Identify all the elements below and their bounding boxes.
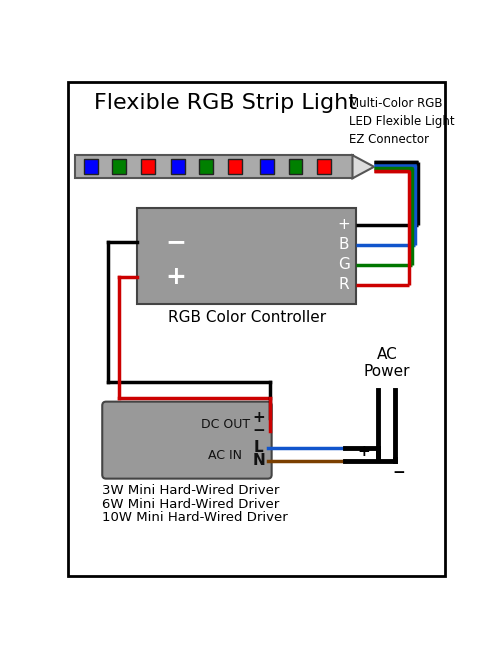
Text: −: − xyxy=(252,423,265,438)
Text: 3W Mini Hard-Wired Driver: 3W Mini Hard-Wired Driver xyxy=(102,484,280,497)
Bar xyxy=(317,159,331,175)
Text: +: + xyxy=(252,410,265,425)
Bar xyxy=(84,159,98,175)
Bar xyxy=(228,159,241,175)
Text: 6W Mini Hard-Wired Driver: 6W Mini Hard-Wired Driver xyxy=(102,497,280,511)
Text: Flexible RGB Strip Light: Flexible RGB Strip Light xyxy=(94,93,357,113)
Bar xyxy=(141,159,154,175)
Text: R: R xyxy=(338,277,349,292)
Text: 10W Mini Hard-Wired Driver: 10W Mini Hard-Wired Driver xyxy=(102,511,288,524)
Text: B: B xyxy=(339,237,349,252)
Text: AC IN: AC IN xyxy=(208,449,242,462)
Text: Multi-Color RGB
LED Flexible Light
EZ Connector: Multi-Color RGB LED Flexible Light EZ Co… xyxy=(348,98,455,147)
Text: +: + xyxy=(358,444,370,459)
Text: N: N xyxy=(252,453,265,468)
Polygon shape xyxy=(352,155,374,179)
Bar xyxy=(76,155,352,179)
Bar xyxy=(200,159,213,175)
Text: +: + xyxy=(338,217,350,232)
Text: G: G xyxy=(338,257,350,272)
Bar xyxy=(137,207,356,304)
Bar xyxy=(288,159,302,175)
Text: AC
Power: AC Power xyxy=(364,347,410,379)
Text: RGB Color Controller: RGB Color Controller xyxy=(168,310,326,325)
Text: +: + xyxy=(165,265,186,289)
Text: L: L xyxy=(254,440,264,455)
Text: DC OUT: DC OUT xyxy=(201,418,250,431)
Text: −: − xyxy=(165,230,186,254)
Text: −: − xyxy=(392,465,405,480)
Bar xyxy=(112,159,126,175)
Bar xyxy=(171,159,184,175)
FancyBboxPatch shape xyxy=(102,402,272,479)
Bar xyxy=(260,159,274,175)
